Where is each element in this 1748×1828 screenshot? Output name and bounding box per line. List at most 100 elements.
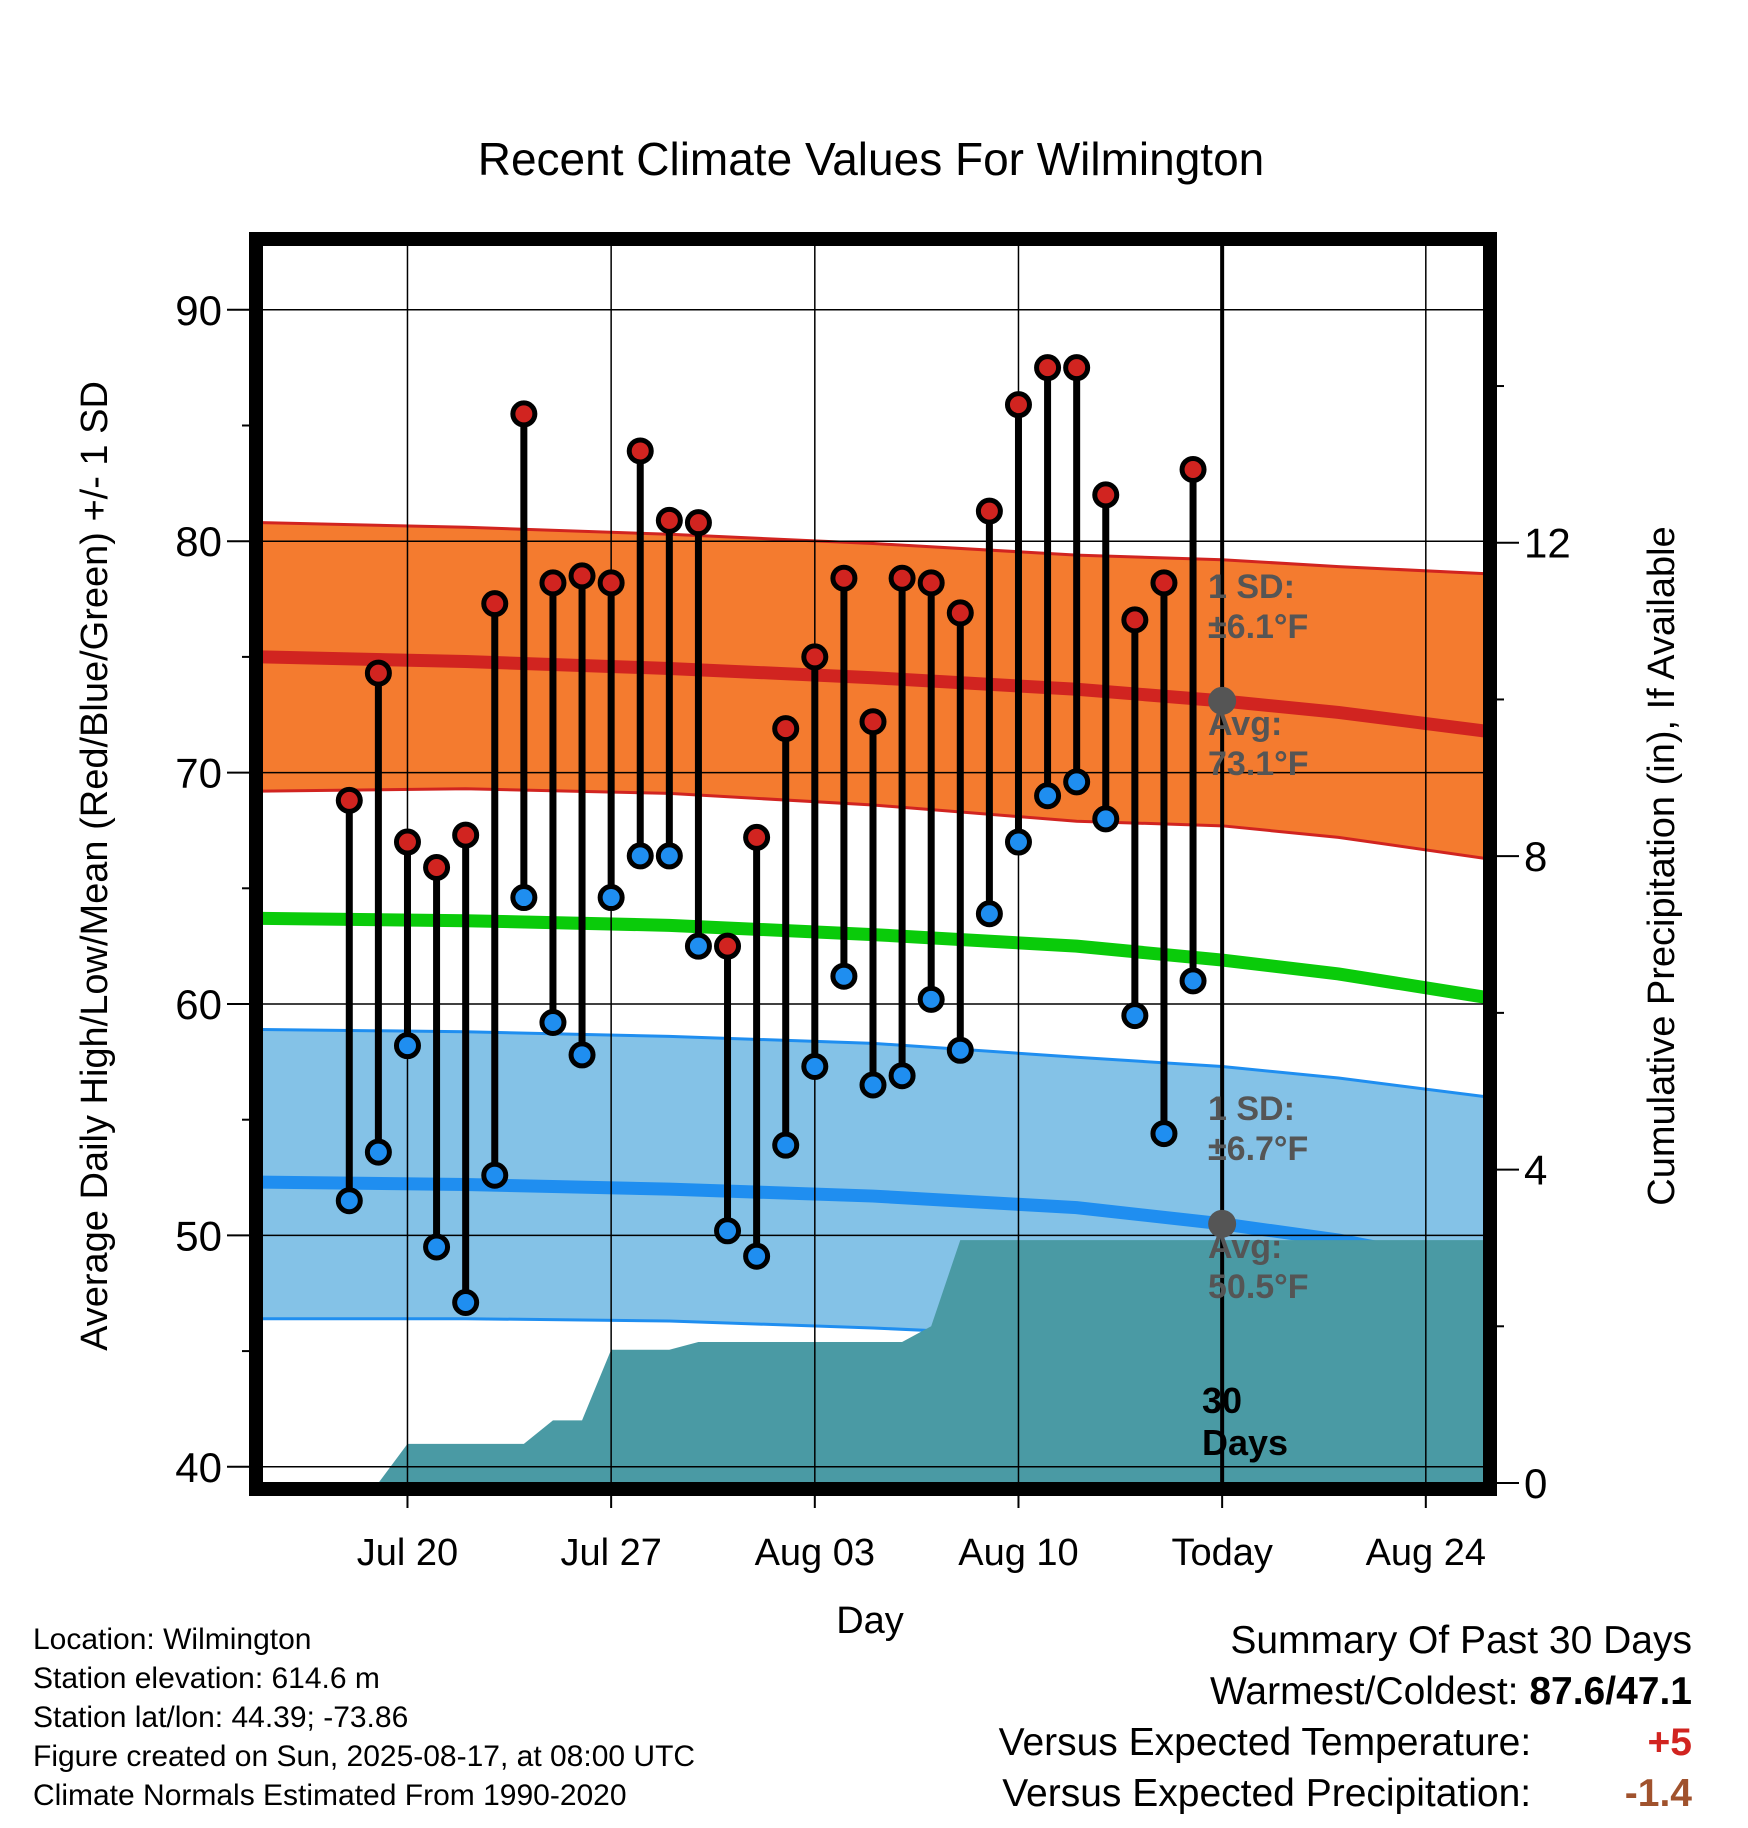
daily-high-marker bbox=[946, 599, 974, 627]
y-tick-label: 50 bbox=[175, 1212, 222, 1259]
daily-low-marker bbox=[626, 842, 654, 870]
daily-high-marker bbox=[335, 786, 363, 814]
daily-high-marker bbox=[917, 569, 945, 597]
chart-title: Recent Climate Values For Wilmington bbox=[478, 133, 1265, 185]
x-tick-label: Aug 03 bbox=[755, 1532, 875, 1574]
x-tick-label: Today bbox=[1171, 1532, 1272, 1574]
high-avg-annotation: Avg: 73.1°F bbox=[1208, 705, 1309, 783]
daily-low-marker bbox=[510, 884, 538, 912]
high-sd-upper-line bbox=[262, 521, 1484, 576]
daily-low-marker bbox=[1063, 768, 1091, 796]
y-axis-label: Average Daily High/Low/Mean (Red/Blue/Gr… bbox=[74, 381, 116, 1351]
plot-area: 1 SD: ±6.1°F Avg: 73.1°F 1 SD: ±6.7°F Avg: 50.5… bbox=[262, 245, 1484, 1483]
daily-low-marker bbox=[772, 1131, 800, 1159]
normals-text: Climate Normals Estimated From 1990-2020 bbox=[33, 1779, 627, 1812]
daily-high-marker bbox=[772, 715, 800, 743]
daily-high-marker bbox=[510, 400, 538, 428]
latlon-text: Station lat/lon: 44.39; -73.86 bbox=[33, 1701, 409, 1734]
created-text: Figure created on Sun, 2025-08-17, at 08… bbox=[33, 1740, 696, 1773]
daily-high-marker bbox=[539, 569, 567, 597]
daily-low-marker bbox=[1179, 967, 1207, 995]
low-avg-annotation: Avg: 50.5°F bbox=[1208, 1228, 1309, 1306]
daily-high-marker bbox=[714, 932, 742, 960]
daily-high-marker bbox=[626, 437, 654, 465]
elevation-text: Station elevation: 614.6 m bbox=[33, 1662, 380, 1695]
high-sd-lower-line bbox=[262, 787, 1484, 860]
daily-high-marker bbox=[393, 828, 421, 856]
today-high-avg-marker bbox=[1208, 686, 1237, 715]
location-text: Location: Wilmington bbox=[33, 1623, 312, 1656]
today-low-avg-marker bbox=[1208, 1209, 1237, 1238]
daily-low-marker bbox=[714, 1217, 742, 1245]
x-tick-label: Jul 20 bbox=[357, 1532, 458, 1574]
x-tick-label: Aug 24 bbox=[1366, 1532, 1486, 1574]
precip-label: Versus Expected Precipitation: bbox=[1002, 1772, 1532, 1815]
daily-high-marker bbox=[859, 708, 887, 736]
warm-cold-value: 87.6/47.1 bbox=[1529, 1670, 1692, 1713]
summary-title: Summary Of Past 30 Days bbox=[1230, 1619, 1692, 1662]
daily-high-marker bbox=[830, 564, 858, 592]
daily-high-marker bbox=[1034, 354, 1062, 382]
daily-low-marker bbox=[975, 900, 1003, 928]
daily-low-marker bbox=[859, 1071, 887, 1099]
low-sd-upper-line bbox=[262, 1027, 1484, 1099]
daily-low-marker bbox=[452, 1289, 480, 1317]
daily-high-marker bbox=[801, 643, 829, 671]
y-tick-label: 90 bbox=[175, 287, 222, 334]
temp-label: Versus Expected Temperature: bbox=[998, 1721, 1532, 1764]
daily-low-marker bbox=[1004, 828, 1032, 856]
mean-avg-line bbox=[262, 911, 1484, 1004]
y-tick-label: 60 bbox=[175, 981, 222, 1028]
y2-axis-label: Cumulative Precipitation (in), If Availa… bbox=[1641, 526, 1683, 1205]
daily-high-marker bbox=[1179, 455, 1207, 483]
y2-tick-label: 12 bbox=[1524, 520, 1571, 567]
daily-high-marker bbox=[1063, 354, 1091, 382]
daily-high-marker bbox=[1150, 569, 1178, 597]
daily-low-marker bbox=[393, 1032, 421, 1060]
daily-high-marker bbox=[743, 823, 771, 851]
daily-low-marker bbox=[423, 1233, 451, 1261]
daily-low-marker bbox=[684, 932, 712, 960]
x-tick-label: Aug 10 bbox=[958, 1532, 1078, 1574]
summary-temp: Versus Expected Temperature: +5 bbox=[999, 1717, 1692, 1768]
daily-low-marker bbox=[946, 1036, 974, 1064]
daily-high-marker bbox=[452, 821, 480, 849]
plot-frame bbox=[249, 232, 1497, 1496]
daily-high-marker bbox=[423, 853, 451, 881]
daily-high-marker bbox=[1004, 391, 1032, 419]
daily-low-marker bbox=[539, 1009, 567, 1037]
x-tick-label: Jul 27 bbox=[560, 1532, 661, 1574]
high-sd-annotation: 1 SD: ±6.1°F bbox=[1208, 568, 1308, 646]
daily-low-marker bbox=[1034, 782, 1062, 810]
daily-low-marker bbox=[917, 985, 945, 1013]
daily-high-marker bbox=[597, 569, 625, 597]
daily-high-marker bbox=[568, 562, 596, 590]
y-tick-label: 40 bbox=[175, 1444, 222, 1491]
summary-panel: Summary Of Past 30 Days Warmest/Coldest:… bbox=[999, 1615, 1692, 1819]
daily-low-marker bbox=[1121, 1002, 1149, 1030]
precip-area bbox=[349, 1240, 1484, 1483]
daily-low-marker bbox=[888, 1062, 916, 1090]
daily-low-marker bbox=[1150, 1120, 1178, 1148]
temp-value: +5 bbox=[1647, 1721, 1692, 1764]
daily-low-marker bbox=[830, 962, 858, 990]
daily-high-marker bbox=[975, 497, 1003, 525]
precip-value: -1.4 bbox=[1624, 1772, 1692, 1815]
y-tick-label: 80 bbox=[175, 518, 222, 565]
low-sd-annotation: 1 SD: ±6.7°F bbox=[1208, 1090, 1308, 1168]
station-info: Location: Wilmington Station elevation: … bbox=[33, 1620, 695, 1815]
warm-cold-label: Warmest/Coldest: bbox=[1210, 1670, 1519, 1713]
daily-low-marker bbox=[1092, 805, 1120, 833]
daily-low-marker bbox=[743, 1242, 771, 1270]
summary-warm-cold: Warmest/Coldest: 87.6/47.1 bbox=[999, 1666, 1692, 1717]
y2-tick-label: 8 bbox=[1524, 833, 1547, 880]
daily-high-marker bbox=[1092, 481, 1120, 509]
daily-high-marker bbox=[1121, 606, 1149, 634]
daily-low-marker bbox=[481, 1161, 509, 1189]
y2-tick-label: 4 bbox=[1524, 1147, 1547, 1194]
daily-low-marker bbox=[655, 842, 683, 870]
x-axis-label: Day bbox=[836, 1600, 904, 1642]
daily-high-marker bbox=[684, 509, 712, 537]
y2-tick-label: 0 bbox=[1524, 1460, 1547, 1507]
daily-high-marker bbox=[481, 590, 509, 618]
